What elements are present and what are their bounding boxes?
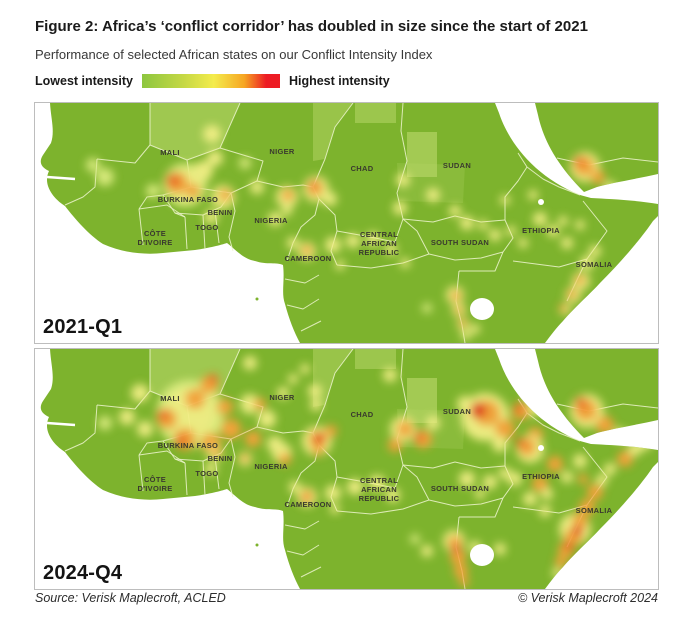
- country-label: BENIN: [208, 454, 233, 463]
- source-text: Source: Verisk Maplecroft, ACLED: [35, 591, 226, 605]
- country-label: CHAD: [351, 164, 374, 173]
- country-label: BENIN: [208, 208, 233, 217]
- land-layer: [40, 103, 658, 343]
- country-label: CAMEROON: [285, 500, 332, 509]
- country-label: ETHIOPIA: [522, 226, 560, 235]
- country-label: SOUTH SUDAN: [431, 238, 489, 247]
- country-labels: MALI NIGER CHAD SUDAN BURKINA FASO BENIN TOGO N…: [137, 393, 612, 515]
- country-label: NIGERIA: [254, 216, 288, 225]
- country-labels: MALI NIGER CHAD SUDAN BURKINA FASO BENIN TOGO N…: [137, 147, 612, 269]
- country-label: SOUTH SUDAN: [431, 484, 489, 493]
- conflict-heat-layer: [86, 125, 616, 340]
- country-label: SUDAN: [443, 407, 471, 416]
- island-dot: [255, 543, 259, 547]
- legend-gradient-bar: [141, 74, 280, 88]
- country-label: BURKINA FASO: [158, 195, 218, 204]
- period-label-2021-q1: 2021-Q1: [43, 316, 123, 338]
- intensity-legend: Lowest intensity Highest intensity: [35, 74, 390, 88]
- figure-footer: Source: Verisk Maplecroft, ACLED © Veris…: [35, 591, 658, 605]
- africa-conflict-map-2021-q1: MALI NIGER CHAD SUDAN BURKINA FASO BENIN TOGO N…: [35, 103, 658, 343]
- country-label: MALI: [160, 394, 180, 403]
- country-label: TOGO: [195, 469, 218, 478]
- country-label: SOMALIA: [576, 260, 613, 269]
- conflict-heat-layer: [98, 356, 658, 587]
- country-label: CENTRAL AFRICAN REPUBLIC: [359, 476, 400, 503]
- country-label: CÔTE D'IVOIRE: [137, 229, 172, 247]
- country-label: TOGO: [195, 223, 218, 232]
- country-label: CENTRAL AFRICAN REPUBLIC: [359, 230, 400, 257]
- figure-subtitle: Performance of selected African states o…: [35, 47, 433, 62]
- country-label: ETHIOPIA: [522, 472, 560, 481]
- legend-high-label: Highest intensity: [288, 74, 390, 88]
- copyright-text: © Verisk Maplecroft 2024: [517, 591, 658, 605]
- gambia-river: [46, 175, 76, 181]
- figure-title: Figure 2: Africa’s ‘conflict corridor’ h…: [35, 18, 588, 35]
- country-label: CÔTE D'IVOIRE: [137, 475, 172, 493]
- island-dot: [255, 297, 259, 301]
- map-panel-2024-q4: MALI NIGER CHAD SUDAN BURKINA FASO BENIN TOGO N…: [34, 348, 659, 590]
- africa-conflict-map-2024-q4: MALI NIGER CHAD SUDAN BURKINA FASO BENIN TOGO N…: [35, 349, 658, 589]
- lakes: [470, 199, 544, 320]
- map-panel-2021-q1: MALI NIGER CHAD SUDAN BURKINA FASO BENIN TOGO N…: [34, 102, 659, 344]
- country-label: CAMEROON: [285, 254, 332, 263]
- country-label: BURKINA FASO: [158, 441, 218, 450]
- country-label: SUDAN: [443, 161, 471, 170]
- country-label: CHAD: [351, 410, 374, 419]
- country-label: NIGER: [269, 147, 295, 156]
- period-label-2024-q4: 2024-Q4: [43, 562, 123, 584]
- country-label: MALI: [160, 148, 180, 157]
- legend-low-label: Lowest intensity: [35, 74, 133, 88]
- gambia-river: [46, 421, 76, 427]
- country-label: NIGER: [269, 393, 295, 402]
- lakes: [470, 445, 544, 566]
- country-label: NIGERIA: [254, 462, 288, 471]
- country-label: SOMALIA: [576, 506, 613, 515]
